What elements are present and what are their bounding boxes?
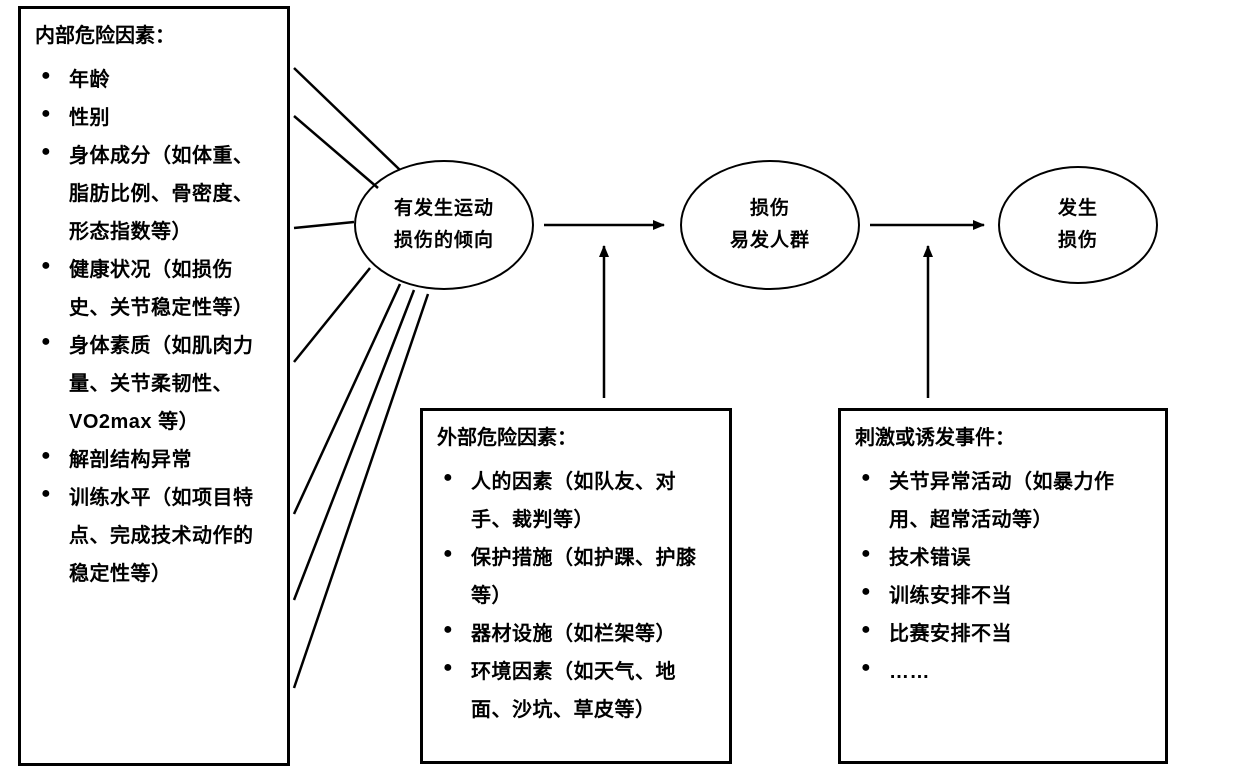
list-item: 人的因素（如队友、对手、裁判等）	[443, 463, 715, 539]
fan-connector-line	[294, 68, 400, 170]
list-item: 身体成分（如体重、脂肪比例、骨密度、形态指数等）	[41, 137, 273, 251]
list-item: 解剖结构异常	[41, 441, 273, 479]
ellipse-text: 损伤 易发人群	[730, 193, 810, 258]
list-item: 性别	[41, 99, 273, 137]
fan-connector-line	[294, 222, 354, 228]
external-factors-title: 外部危险因素：	[437, 421, 715, 455]
list-item: 比赛安排不当	[861, 615, 1151, 653]
tendency-node: 有发生运动 损伤的倾向	[354, 160, 534, 290]
fan-connector-line	[294, 294, 428, 688]
list-item: 健康状况（如损伤史、关节稳定性等）	[41, 251, 273, 327]
ellipse-text: 有发生运动 损伤的倾向	[394, 193, 494, 258]
internal-factors-list: 年龄 性别 身体成分（如体重、脂肪比例、骨密度、形态指数等） 健康状况（如损伤史…	[35, 61, 273, 593]
fan-connector-line	[294, 290, 414, 600]
internal-factors-title: 内部危险因素：	[35, 19, 273, 53]
fan-connector-line	[294, 284, 400, 514]
list-item: 技术错误	[861, 539, 1151, 577]
internal-factors-box: 内部危险因素： 年龄 性别 身体成分（如体重、脂肪比例、骨密度、形态指数等） 健…	[18, 6, 290, 766]
external-factors-list: 人的因素（如队友、对手、裁判等） 保护措施（如护踝、护膝等） 器材设施（如栏架等…	[437, 463, 715, 729]
fan-connector-line	[294, 116, 378, 188]
fan-connector-line	[294, 268, 370, 362]
ellipse-text: 发生 损伤	[1058, 193, 1098, 258]
susceptible-node: 损伤 易发人群	[680, 160, 860, 290]
trigger-events-list: 关节异常活动（如暴力作用、超常活动等） 技术错误 训练安排不当 比赛安排不当 ……	[855, 463, 1151, 691]
list-item: ……	[861, 653, 1151, 691]
list-item: 训练水平（如项目特点、完成技术动作的稳定性等）	[41, 479, 273, 593]
list-item: 器材设施（如栏架等）	[443, 615, 715, 653]
list-item: 训练安排不当	[861, 577, 1151, 615]
list-item: 身体素质（如肌肉力量、关节柔韧性、VO2max 等）	[41, 327, 273, 441]
occur-node: 发生 损伤	[998, 166, 1158, 284]
list-item: 年龄	[41, 61, 273, 99]
trigger-events-title: 刺激或诱发事件：	[855, 421, 1151, 455]
external-factors-box: 外部危险因素： 人的因素（如队友、对手、裁判等） 保护措施（如护踝、护膝等） 器…	[420, 408, 732, 764]
list-item: 环境因素（如天气、地面、沙坑、草皮等）	[443, 653, 715, 729]
list-item: 关节异常活动（如暴力作用、超常活动等）	[861, 463, 1151, 539]
list-item: 保护措施（如护踝、护膝等）	[443, 539, 715, 615]
trigger-events-box: 刺激或诱发事件： 关节异常活动（如暴力作用、超常活动等） 技术错误 训练安排不当…	[838, 408, 1168, 764]
